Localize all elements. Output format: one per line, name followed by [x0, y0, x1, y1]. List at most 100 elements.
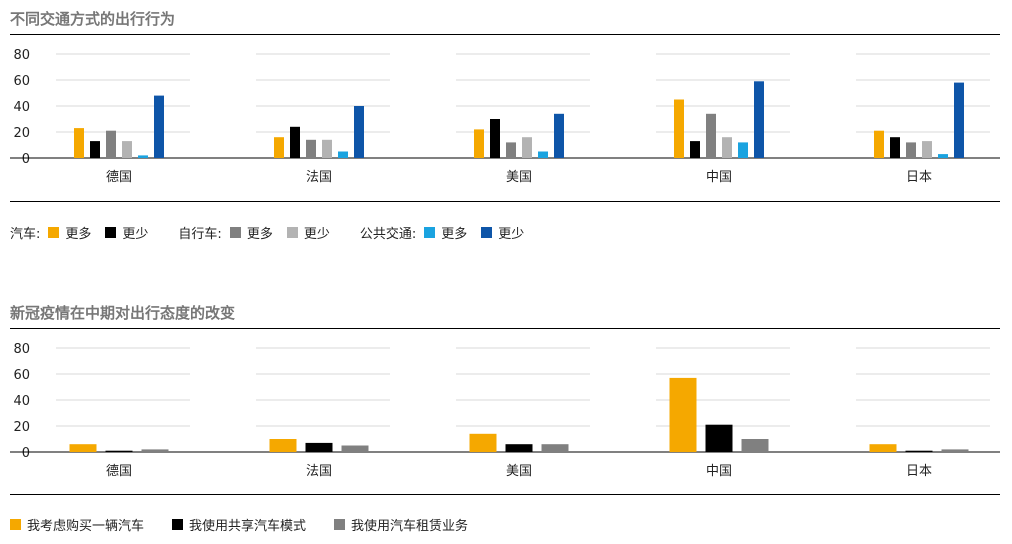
bar	[469, 433, 497, 452]
bar	[269, 439, 297, 452]
legend-group: 自行车: 更多 更少	[178, 223, 343, 242]
bar	[290, 126, 300, 158]
legend-swatch	[286, 227, 298, 238]
bar	[505, 444, 533, 452]
legend-swatch	[48, 227, 60, 238]
y-tick-label: 20	[13, 126, 30, 141]
chart1-plot: 0 20 40 60 80 德国 法国 美国 中国 日本	[10, 48, 1000, 185]
legend-group-label: 自行车:	[178, 227, 222, 242]
y-tick-label: 40	[13, 394, 30, 409]
chart1-bottom-rule	[10, 201, 1000, 202]
category-label: 美国	[506, 464, 532, 479]
chart2-top-rule	[10, 328, 1000, 329]
category-label: 德国	[106, 464, 132, 479]
bar	[305, 442, 333, 452]
y-tick-label: 40	[13, 100, 30, 115]
legend-item: 我考虑购买一辆汽车	[10, 515, 144, 534]
bar	[274, 137, 284, 158]
category-label: 美国	[506, 170, 532, 185]
legend-item: 更多	[48, 223, 91, 242]
legend-item: 更少	[105, 223, 148, 242]
legend-label: 更多	[246, 227, 273, 242]
bar	[705, 424, 733, 452]
bar	[338, 151, 348, 158]
category-label: 法国	[306, 464, 332, 479]
bar	[690, 141, 700, 158]
bar	[354, 106, 364, 158]
bar	[490, 119, 500, 158]
bar	[90, 141, 100, 158]
legend-label: 我使用汽车租赁业务	[351, 519, 469, 534]
bar	[306, 139, 316, 158]
legend-label: 更多	[65, 227, 92, 242]
bar	[905, 450, 933, 452]
bar	[906, 142, 916, 158]
category-label: 日本	[906, 464, 932, 479]
y-tick-label: 0	[22, 152, 30, 167]
bar	[922, 141, 932, 158]
legend-group-label: 汽车:	[10, 227, 41, 242]
chart2-bottom-rule	[10, 494, 1000, 495]
legend-swatch	[10, 519, 21, 530]
legend-group: 汽车: 更多 更少	[10, 223, 162, 242]
chart1-title: 不同交通方式的出行行为	[10, 10, 176, 28]
bar	[938, 154, 948, 158]
y-tick-label: 20	[13, 420, 30, 435]
bar	[538, 151, 548, 158]
bar	[869, 444, 897, 452]
bar	[669, 377, 697, 452]
bar	[105, 450, 133, 452]
legend-item: 我使用汽车租赁业务	[334, 515, 468, 534]
bar	[738, 142, 748, 158]
bar	[74, 128, 84, 158]
legend-swatch	[172, 519, 184, 530]
bar	[69, 444, 97, 452]
bar	[341, 445, 369, 452]
y-tick-label: 60	[13, 74, 30, 89]
category-label: 中国	[706, 464, 732, 479]
bar	[674, 99, 684, 158]
bar	[890, 137, 900, 158]
bar	[138, 155, 148, 158]
category-label: 德国	[106, 170, 132, 185]
legend-swatch	[424, 227, 436, 238]
bar	[106, 130, 116, 158]
legend-item: 我使用共享汽车模式	[172, 515, 306, 534]
legend-item: 更少	[481, 223, 524, 242]
bar	[874, 130, 884, 158]
legend-group: 公共交通: 更多 更少	[360, 223, 538, 242]
bar	[122, 141, 132, 158]
bar	[154, 95, 164, 158]
bar	[541, 444, 569, 452]
chart2-plot: 0 20 40 60 80 德国 法国 美国 中国 日本	[10, 342, 1000, 479]
chart2-legend: 我考虑购买一辆汽车 我使用共享汽车模式 我使用汽车租赁业务	[10, 515, 496, 534]
legend-label: 我考虑购买一辆汽车	[27, 519, 145, 534]
bar	[706, 113, 716, 158]
legend-label: 更少	[122, 227, 149, 242]
legend-label: 更多	[441, 227, 468, 242]
bar	[474, 129, 484, 158]
legend-label: 我使用共享汽车模式	[189, 519, 307, 534]
bar	[522, 137, 532, 158]
chart1-legend: 汽车: 更多 更少 自行车: 更多 更少 公共交通: 更多 更少	[10, 223, 554, 242]
legend-item: 更少	[286, 223, 330, 242]
y-tick-label: 60	[13, 368, 30, 383]
y-tick-label: 80	[13, 48, 30, 63]
category-label: 日本	[906, 170, 932, 185]
legend-label: 更少	[498, 227, 525, 242]
legend-swatch	[229, 227, 241, 238]
bar	[722, 137, 732, 158]
category-label: 中国	[706, 170, 732, 185]
bar	[322, 139, 332, 158]
legend-group-label: 公共交通:	[359, 227, 417, 242]
bar	[141, 449, 169, 452]
legend-item: 更多	[424, 223, 467, 242]
chart1-top-rule	[10, 34, 1000, 35]
legend-label: 更少	[303, 227, 330, 242]
y-tick-label: 0	[22, 446, 30, 461]
bar	[941, 449, 969, 452]
legend-swatch	[334, 519, 346, 530]
legend-swatch	[481, 227, 493, 238]
legend-swatch	[105, 227, 117, 238]
bar	[741, 439, 769, 452]
